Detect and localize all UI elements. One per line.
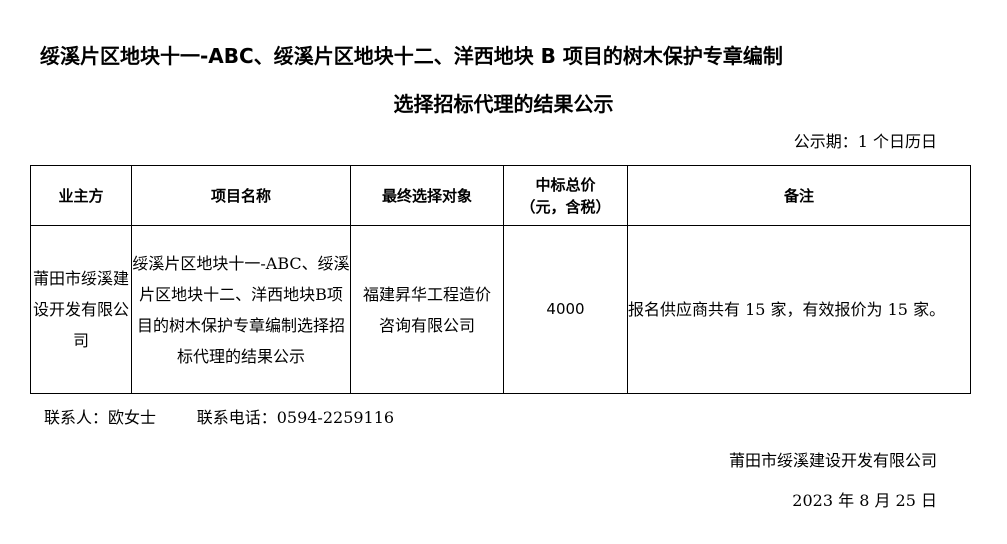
table-row: 莆田市绥溪建设开发有限公司 绥溪片区地块十一-ABC、绥溪片区地块十二、洋西地块… — [30, 225, 971, 394]
cell-winner: 福建昇华工程造价咨询有限公司 — [350, 225, 504, 394]
header-remark: 备注 — [627, 165, 971, 226]
cell-project: 绥溪片区地块十一-ABC、绥溪片区地块十二、洋西地块B项目的树木保护专章编制选择… — [131, 225, 351, 394]
header-project: 项目名称 — [131, 165, 351, 226]
cell-price: 4000 — [503, 225, 628, 394]
cell-owner: 莆田市绥溪建设开发有限公司 — [30, 225, 132, 394]
header-winner: 最终选择对象 — [350, 165, 504, 226]
contact-phone: 联系电话：0594-2259116 — [196, 408, 395, 427]
table-header-row: 业主方 项目名称 最终选择对象 中标总价 （元，含税） 备注 — [30, 165, 971, 226]
header-owner: 业主方 — [30, 165, 132, 226]
publicity-period: 公示期：1 个日历日 — [793, 132, 937, 151]
signature-company: 莆田市绥溪建设开发有限公司 — [728, 451, 937, 470]
header-price: 中标总价 （元，含税） — [503, 165, 628, 226]
contact-person: 联系人：欧女士 — [44, 408, 157, 427]
signature-date: 2023 年 8 月 25 日 — [792, 491, 937, 510]
header-price-line-1: 中标总价 — [535, 175, 596, 194]
header-price-line-2: （元，含税） — [520, 197, 611, 216]
cell-remark: 报名供应商共有 15 家，有效报价为 15 家。 — [627, 225, 971, 394]
title-line-2: 选择招标代理的结果公示 — [393, 92, 614, 116]
result-table: 业主方 项目名称 最终选择对象 中标总价 （元，含税） 备注 莆田市绥溪建设开发有… — [30, 165, 971, 394]
contact-info: 联系人：欧女士 联系电话：0594-2259116 — [44, 404, 394, 428]
title-line-1: 绥溪片区地块十一-ABC、绥溪片区地块十二、洋西地块 B 项目的树木保护专章编制 — [40, 44, 783, 68]
